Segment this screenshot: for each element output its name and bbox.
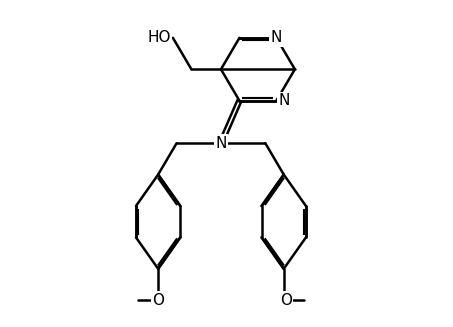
- Text: N: N: [215, 136, 226, 151]
- Text: O: O: [152, 293, 164, 308]
- Text: HO: HO: [148, 30, 171, 45]
- Text: N: N: [278, 93, 289, 108]
- Text: O: O: [280, 293, 292, 308]
- Text: N: N: [271, 30, 282, 45]
